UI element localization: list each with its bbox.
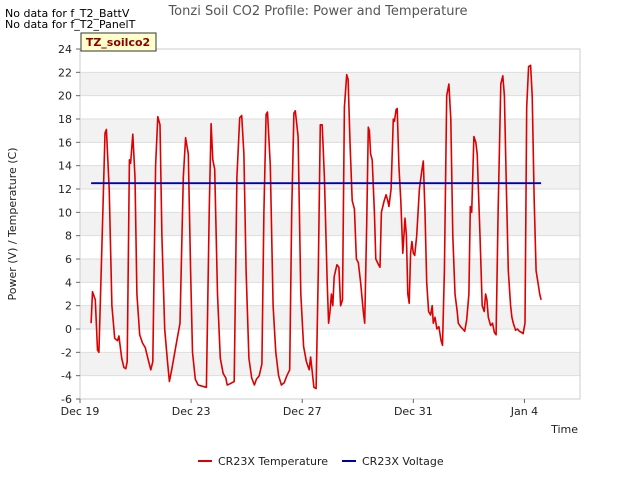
y-tick-label: 12: [58, 183, 72, 196]
y-tick-label: 22: [58, 66, 72, 79]
y-tick-label: 18: [58, 113, 72, 126]
grid-band: [80, 142, 580, 166]
x-tick-label: Dec 31: [394, 405, 433, 418]
no-data-note-panelt: No data for f_T2_PanelT: [5, 18, 136, 31]
series-line-cr23x-temperature: [90, 64, 542, 390]
grid-band: [80, 329, 580, 353]
legend-label: CR23X Voltage: [362, 455, 444, 468]
y-tick-label: 10: [58, 206, 72, 219]
grid-band: [80, 375, 580, 399]
legend-item: CR23X Temperature: [198, 455, 328, 468]
grid-band: [80, 119, 580, 143]
chart-title: Tonzi Soil CO2 Profile: Power and Temper…: [167, 4, 467, 19]
legend-label: CR23X Temperature: [218, 455, 328, 468]
y-tick-label: -2: [61, 346, 72, 359]
plot-background: [80, 48, 580, 400]
y-tick-label: 4: [65, 276, 72, 289]
grid-band: [80, 212, 580, 236]
y-tick-label: 2: [65, 300, 72, 313]
grid-band: [80, 352, 580, 376]
y-tick-label: -4: [61, 370, 72, 383]
y-tick-label: 16: [58, 136, 72, 149]
grid-band: [80, 49, 580, 73]
y-tick-label: 8: [65, 230, 72, 243]
x-tick-label: Dec 23: [172, 405, 211, 418]
no-data-note-battv: No data for f_T2_BattV: [5, 7, 130, 20]
y-axis-title: Power (V) / Temperature (C): [6, 147, 19, 300]
y-tick-label: 20: [58, 90, 72, 103]
grid-band: [80, 95, 580, 119]
x-axis-ticks: Dec 19 Dec 23 Dec 27 Dec 31 Jan 4: [61, 399, 538, 418]
y-tick-label: -6: [61, 393, 72, 406]
plot-frame: [79, 48, 581, 400]
x-axis-title: Time: [550, 423, 578, 436]
grid-band: [80, 72, 580, 96]
y-tick-label: 24: [58, 43, 72, 56]
dataset-badge-box: [80, 32, 157, 52]
series-layer: [90, 64, 542, 390]
grid-band: [80, 235, 580, 259]
grid-band: [80, 189, 580, 213]
dataset-badge-label: TZ_soilco2: [86, 36, 150, 49]
dataset-badge[interactable]: TZ_soilco2: [80, 32, 157, 52]
x-tick-label: Dec 27: [283, 405, 322, 418]
legend: CR23X Temperature CR23X Voltage: [198, 455, 444, 468]
y-tick-label: 14: [58, 160, 72, 173]
x-tick-label: Jan 4: [510, 405, 538, 418]
legend-item: CR23X Voltage: [342, 455, 444, 468]
y-tick-label: 0: [65, 323, 72, 336]
x-tick-label: Dec 19: [61, 405, 100, 418]
y-tick-label: 6: [65, 253, 72, 266]
